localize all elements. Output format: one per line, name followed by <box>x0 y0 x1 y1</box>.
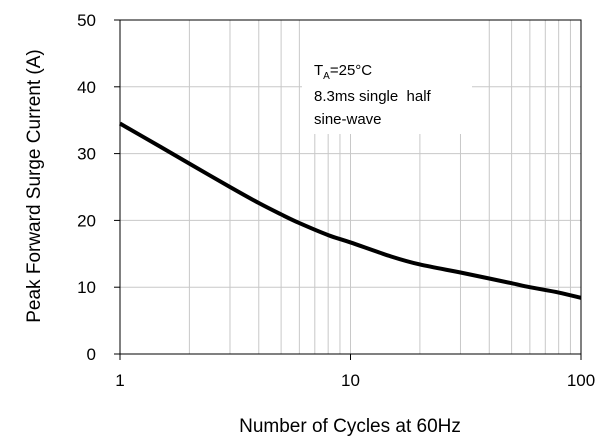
annotation-box <box>302 46 472 134</box>
y-tick-label: 40 <box>77 78 96 97</box>
x-tick-label: 100 <box>567 371 595 390</box>
annotation-temp: TA=25°C <box>314 62 372 82</box>
grid-lines <box>120 20 581 354</box>
x-tick-label: 10 <box>341 371 360 390</box>
y-tick-label: 50 <box>77 11 96 30</box>
x-tick-label: 1 <box>115 371 124 390</box>
tick-labels: 0 10 20 30 40 50 1 10 100 <box>77 11 595 390</box>
y-tick-label: 10 <box>77 278 96 297</box>
y-tick-label: 20 <box>77 211 96 230</box>
series-group <box>119 121 582 300</box>
y-tick-label: 30 <box>77 145 96 164</box>
annotation-waveform: sine-wave <box>314 111 382 128</box>
x-axis-label: Number of Cycles at 60Hz <box>239 416 461 437</box>
plot-frame <box>114 19 582 360</box>
y-tick-label: 0 <box>87 345 96 364</box>
surge-current-line <box>119 121 582 300</box>
annotation-condition: 8.3ms single half <box>314 88 432 105</box>
y-axis-label: Peak Forward Surge Current (A) <box>24 49 45 323</box>
